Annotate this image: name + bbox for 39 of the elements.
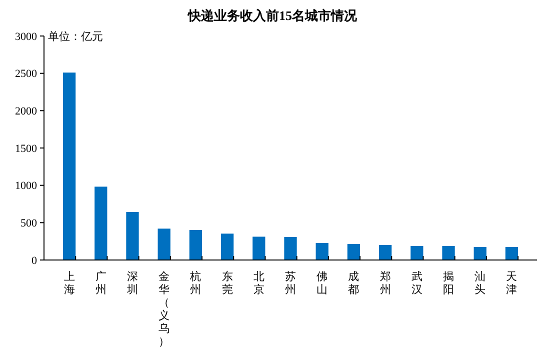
x-tick-label: 苏州 <box>285 270 296 296</box>
bar <box>158 228 170 260</box>
y-tick-label: 0 <box>32 254 38 267</box>
x-tick-label: 东莞 <box>222 270 233 296</box>
bar <box>347 244 360 260</box>
y-tick-label: 2000 <box>15 106 38 118</box>
y-tick-label: 1000 <box>15 180 38 192</box>
y-tick-label: 2500 <box>15 68 38 80</box>
bar <box>252 236 266 260</box>
bar <box>442 246 455 260</box>
x-tick-label: 天津 <box>506 271 518 296</box>
x-tick-label: 北京 <box>253 270 264 296</box>
bar <box>62 72 76 260</box>
bar <box>126 212 139 260</box>
x-tick-label: 金华（义乌） <box>158 271 170 348</box>
y-tick-label: 500 <box>20 218 38 230</box>
bar <box>94 186 108 260</box>
bar <box>284 237 297 260</box>
bar <box>378 244 392 260</box>
x-tick-label: 上海 <box>64 270 75 296</box>
y-tick-label: 1500 <box>15 142 38 155</box>
x-tick-label: 武汉 <box>411 270 422 296</box>
y-tick-label: 3000 <box>15 30 38 43</box>
x-tick-label: 成都 <box>348 270 360 296</box>
x-tick-label: 深圳 <box>126 271 138 296</box>
bar <box>220 234 234 260</box>
x-tick-label: 佛山 <box>316 271 328 296</box>
bar <box>410 246 424 260</box>
bar <box>474 247 486 260</box>
x-tick-label: 郑州 <box>380 271 391 296</box>
x-tick-label: 杭州 <box>189 270 202 296</box>
x-tick-label: 广州 <box>95 270 106 296</box>
annotation: 单位：亿元 <box>48 30 103 43</box>
bar <box>189 230 202 260</box>
chart-title: 快递业务收入前15名城市情况 <box>187 8 358 23</box>
x-tick-label: 揭阳 <box>443 271 454 296</box>
bar <box>505 247 518 260</box>
x-tick-label: 汕头 <box>474 270 486 296</box>
bar <box>316 242 328 260</box>
